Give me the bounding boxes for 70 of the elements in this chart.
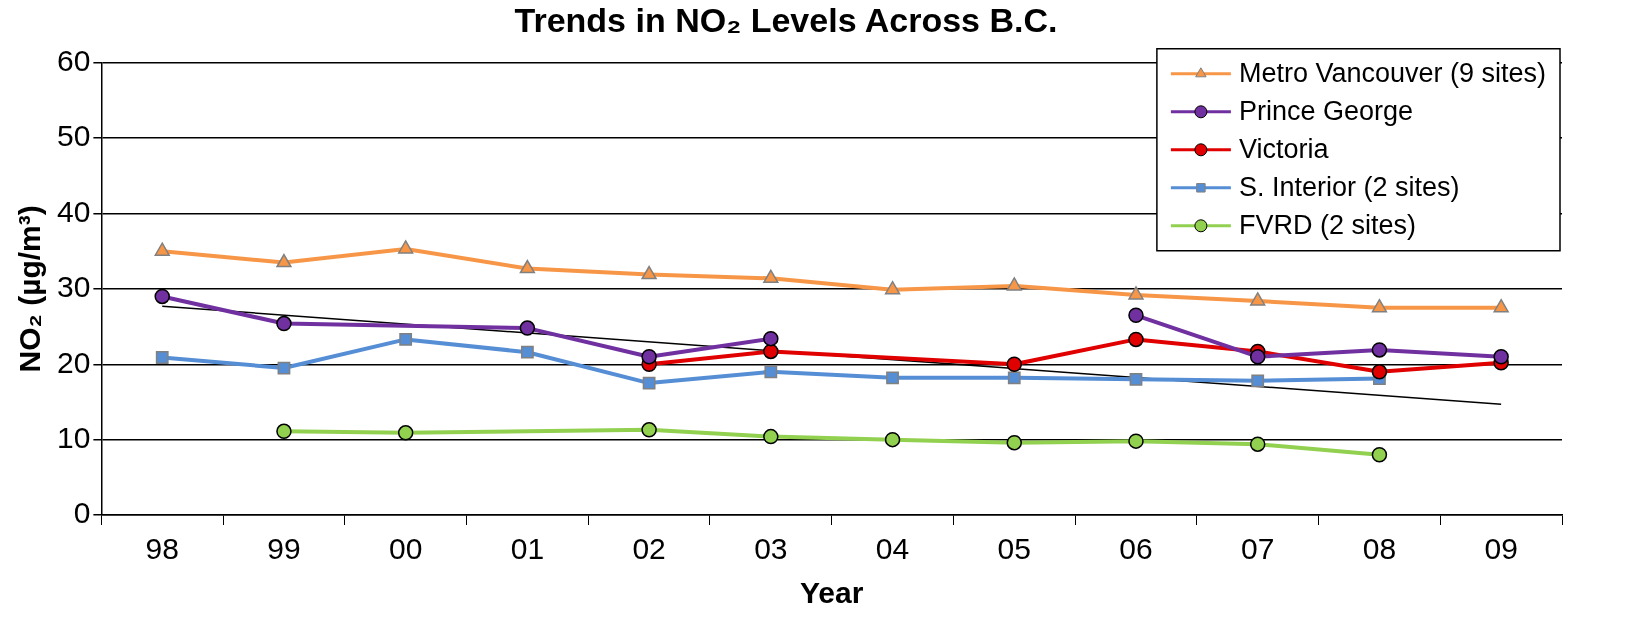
x-axis-title: Year — [799, 576, 864, 610]
x-tick-label: 98 — [145, 532, 179, 566]
chart-title: Trends in NO₂ Levels Across B.C. — [514, 0, 1058, 39]
point — [154, 288, 170, 305]
point — [641, 265, 657, 280]
x-tick-label: 05 — [997, 532, 1031, 566]
point — [520, 345, 534, 359]
legend-label: Victoria — [1238, 134, 1330, 165]
x-tick-label: 04 — [875, 532, 910, 566]
y-tick-label: 50 — [56, 119, 91, 153]
point — [1006, 356, 1023, 373]
y-tick-label: 30 — [56, 270, 91, 304]
y-tick-label: 20 — [56, 345, 91, 379]
point — [1371, 342, 1388, 358]
legend-label: Metro Vancouver (9 sites) — [1238, 58, 1547, 89]
y-tick-label: 60 — [56, 44, 91, 78]
point — [884, 431, 901, 448]
x-tick-label: 09 — [1484, 532, 1518, 566]
point — [1006, 277, 1022, 291]
point — [764, 365, 778, 379]
point — [1128, 307, 1144, 324]
point — [276, 315, 292, 332]
point — [276, 423, 292, 440]
legend-label: FVRD (2 sites) — [1238, 210, 1416, 241]
point — [1371, 364, 1388, 380]
x-tick-label: 03 — [754, 532, 788, 566]
x-tick-label: 07 — [1241, 532, 1275, 566]
point — [519, 320, 536, 336]
point — [1249, 436, 1266, 452]
point — [1493, 348, 1509, 365]
point — [763, 343, 779, 360]
point — [1251, 374, 1265, 388]
point — [641, 422, 657, 438]
y-tick-label: 0 — [73, 496, 91, 530]
point — [763, 269, 779, 284]
point — [763, 428, 779, 445]
point — [519, 259, 536, 274]
point — [884, 280, 901, 295]
point — [1493, 298, 1509, 313]
point — [1129, 372, 1143, 386]
point — [641, 348, 657, 365]
point — [1250, 292, 1266, 306]
point — [397, 240, 414, 254]
point — [276, 253, 292, 268]
legend-label: Prince George — [1238, 96, 1413, 127]
point — [1007, 371, 1021, 385]
legend-label: S. Interior (2 sites) — [1238, 172, 1460, 203]
point — [1128, 433, 1144, 449]
point — [1128, 286, 1144, 300]
point — [154, 242, 170, 256]
point — [1371, 446, 1388, 463]
point — [1371, 298, 1388, 313]
x-tick-label: 99 — [267, 532, 301, 566]
y-axis-title: NO₂ (µg/m³) — [13, 205, 47, 373]
point — [763, 330, 779, 347]
y-tick-label: 10 — [56, 420, 91, 454]
y-tick-label: 40 — [56, 194, 91, 228]
x-tick-label: 08 — [1362, 532, 1397, 566]
x-tick-label: 00 — [388, 532, 423, 566]
point — [397, 425, 414, 441]
point — [399, 332, 413, 346]
point — [1128, 331, 1144, 348]
point — [1249, 348, 1266, 365]
point — [155, 351, 169, 364]
point — [1006, 434, 1023, 451]
x-tick-label: 02 — [632, 532, 666, 566]
x-tick-label: 01 — [510, 532, 545, 566]
x-tick-label: 06 — [1119, 532, 1153, 566]
point — [642, 376, 656, 390]
point — [886, 371, 899, 385]
